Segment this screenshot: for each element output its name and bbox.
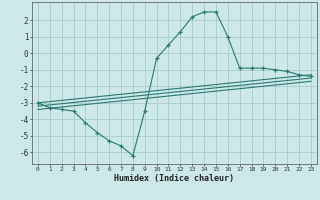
X-axis label: Humidex (Indice chaleur): Humidex (Indice chaleur) <box>115 174 234 183</box>
